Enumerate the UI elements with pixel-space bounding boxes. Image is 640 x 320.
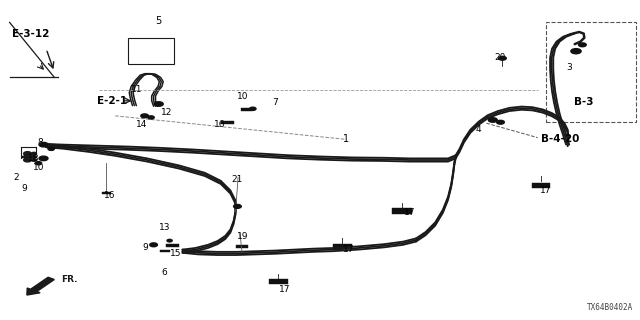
- Text: TX64B0402A: TX64B0402A: [588, 303, 634, 312]
- Circle shape: [499, 56, 506, 60]
- Text: 1: 1: [342, 134, 349, 144]
- Circle shape: [31, 152, 36, 155]
- Text: 10: 10: [33, 163, 44, 172]
- Text: B-4-20: B-4-20: [541, 134, 579, 144]
- Text: 17: 17: [343, 245, 355, 254]
- Text: 17: 17: [404, 208, 415, 217]
- Text: 12: 12: [161, 108, 172, 116]
- Bar: [102, 191, 111, 194]
- Circle shape: [24, 158, 31, 162]
- Bar: [546, 22, 636, 122]
- Text: E-2-1: E-2-1: [97, 96, 127, 106]
- Text: 4: 4: [476, 125, 481, 134]
- Text: FR.: FR.: [61, 275, 77, 284]
- Text: 13: 13: [159, 223, 171, 232]
- Circle shape: [31, 156, 36, 158]
- Text: 11: 11: [131, 85, 142, 94]
- Bar: [392, 208, 412, 214]
- Circle shape: [579, 43, 586, 47]
- Text: B-3: B-3: [574, 97, 593, 108]
- Text: 17: 17: [540, 186, 551, 195]
- Text: 7: 7: [273, 98, 278, 107]
- Text: 5: 5: [156, 16, 162, 26]
- Circle shape: [39, 142, 48, 147]
- Circle shape: [24, 152, 31, 156]
- FancyArrow shape: [27, 277, 54, 295]
- Circle shape: [488, 118, 497, 122]
- Circle shape: [167, 239, 172, 242]
- Text: 9: 9: [143, 243, 148, 252]
- Circle shape: [35, 162, 42, 165]
- Text: 9: 9: [22, 184, 27, 193]
- Text: 2: 2: [13, 173, 19, 182]
- Bar: [22, 156, 32, 158]
- Text: E-3-12: E-3-12: [12, 28, 49, 39]
- Bar: [221, 121, 234, 124]
- Text: 14: 14: [136, 120, 148, 129]
- Circle shape: [571, 49, 581, 54]
- Circle shape: [31, 159, 36, 161]
- Text: 8: 8: [38, 138, 43, 147]
- Bar: [166, 244, 179, 247]
- Text: 18: 18: [28, 154, 39, 163]
- Text: 16: 16: [214, 120, 225, 129]
- Bar: [333, 244, 352, 249]
- Circle shape: [250, 107, 256, 110]
- Text: 17: 17: [279, 285, 291, 294]
- Circle shape: [148, 116, 154, 119]
- Circle shape: [497, 120, 504, 124]
- Bar: [236, 245, 248, 248]
- Bar: [128, 38, 174, 64]
- Text: 21: 21: [231, 175, 243, 184]
- Bar: [532, 183, 550, 188]
- Circle shape: [141, 114, 148, 118]
- Bar: [241, 108, 252, 111]
- Circle shape: [154, 102, 163, 106]
- Bar: [160, 250, 170, 252]
- Circle shape: [48, 147, 54, 150]
- Bar: [269, 279, 288, 284]
- Text: 6: 6: [161, 268, 166, 277]
- Circle shape: [39, 156, 48, 161]
- Circle shape: [24, 155, 31, 159]
- Text: 16: 16: [104, 191, 116, 200]
- Text: 10: 10: [237, 92, 249, 100]
- Text: 19: 19: [237, 232, 249, 241]
- Circle shape: [234, 204, 241, 208]
- Circle shape: [150, 243, 157, 247]
- Text: 15: 15: [170, 249, 182, 258]
- Text: 3: 3: [567, 63, 572, 72]
- Text: 20: 20: [495, 53, 506, 62]
